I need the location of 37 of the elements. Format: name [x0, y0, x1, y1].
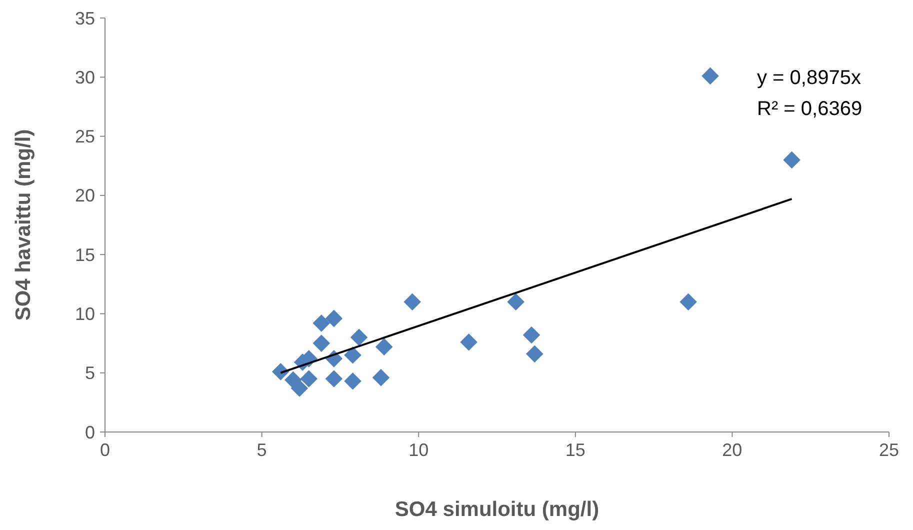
point	[344, 346, 362, 364]
point	[680, 293, 697, 311]
point	[312, 314, 330, 332]
point	[344, 372, 362, 390]
point	[325, 370, 343, 388]
point	[350, 328, 368, 346]
x-axis-title: SO4 simuloitu (mg/l)	[394, 498, 600, 521]
point	[300, 370, 318, 388]
y-tick-label: 30	[74, 67, 95, 88]
y-tick-label: 5	[84, 363, 95, 384]
point	[702, 67, 719, 85]
y-tick-label: 20	[74, 186, 95, 206]
y-tick-label: 10	[74, 304, 95, 324]
x-tick-label: 0	[100, 440, 110, 460]
x-tick-label: 20	[722, 440, 742, 460]
point	[372, 368, 390, 386]
point	[404, 293, 421, 311]
point	[522, 326, 540, 344]
point	[312, 334, 330, 352]
x-tick-label: 15	[565, 440, 586, 460]
point	[460, 333, 478, 351]
y-tick-label: 25	[74, 126, 95, 147]
y-axis-title: SO4 havaittu (mg/l)	[12, 129, 35, 321]
x-tick-label: 25	[878, 440, 900, 460]
x-tick-label: 5	[256, 440, 267, 460]
point	[375, 338, 393, 356]
point	[325, 310, 343, 328]
x-tick-label: 10	[408, 440, 429, 460]
y-tick-label: 15	[74, 244, 95, 265]
y-tick-label: 35	[74, 8, 95, 28]
annotation: y = 0,8975x	[757, 67, 861, 89]
annotation: R² = 0,6369	[757, 98, 862, 120]
point	[290, 380, 308, 397]
point	[507, 293, 524, 311]
point	[783, 151, 800, 169]
point	[526, 345, 544, 363]
y-tick-label: 0	[84, 422, 95, 442]
